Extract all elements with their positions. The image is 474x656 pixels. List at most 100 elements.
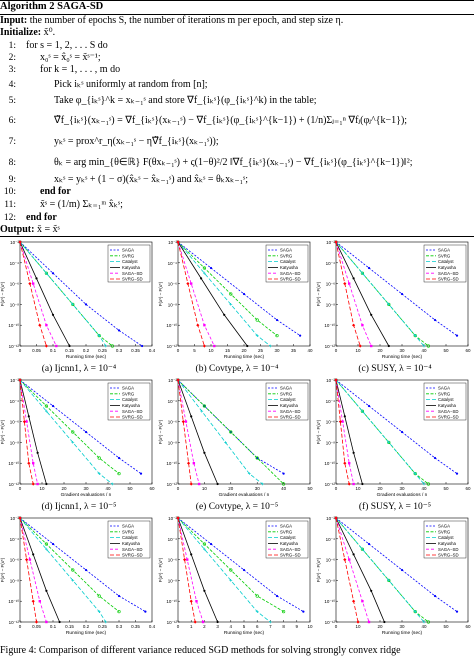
algorithm-line-1: 1: for s = 1, 2, . . . S do bbox=[0, 40, 108, 52]
data-point bbox=[242, 292, 246, 296]
line-text: Take φ_{iₖˢ}^k = xₖ₋₁ˢ and store ∇f_{iₖˢ… bbox=[54, 95, 317, 106]
chart-panel: 10⁻² 10⁻⁴ 10⁻⁶ 10⁻⁸ 10⁻¹⁰ 10⁻¹² 0 10 20 30 40 50 60 G… bbox=[316, 376, 474, 514]
series-line-katyusha bbox=[177, 517, 218, 623]
x-tick-label: 0.05 bbox=[32, 348, 41, 353]
series-line-catalyst bbox=[177, 517, 271, 623]
data-point bbox=[282, 472, 285, 475]
data-point bbox=[31, 482, 35, 486]
legend-label: SAGA−SD bbox=[122, 409, 142, 414]
y-tick-label: 10⁻⁶ bbox=[326, 558, 335, 563]
x-tick-label: 40 bbox=[421, 486, 427, 491]
chart-svg: 10⁻² 10⁻⁴ 10⁻⁶ 10⁻⁸ 10⁻¹⁰ 10⁻¹²0 10 20 30 40 50 60 R… bbox=[316, 240, 471, 360]
series-line-svrg-sd bbox=[19, 379, 34, 485]
data-point bbox=[202, 542, 207, 546]
data-point bbox=[18, 240, 22, 244]
line-text: end for bbox=[26, 212, 57, 223]
algorithm-bottom-rule bbox=[0, 236, 474, 237]
data-point bbox=[176, 516, 180, 520]
legend-label: SVRG−SD bbox=[122, 415, 143, 420]
data-point bbox=[334, 378, 338, 382]
data-point bbox=[190, 415, 193, 418]
chart-panel: 10⁻² 10⁻⁴ 10⁻⁶ 10⁻⁸ 10⁻¹⁰ 10⁻¹² 0 0.05 0.1 0.15 0.… bbox=[0, 238, 158, 376]
data-point bbox=[25, 558, 29, 562]
x-tick-label: 4 bbox=[230, 624, 233, 629]
x-tick-label: 9 bbox=[296, 624, 299, 629]
data-point bbox=[281, 482, 286, 486]
x-tick-label: 10 bbox=[355, 486, 361, 491]
line-text: xₖˢ = yₖˢ + (1 − σ)(x̂ₖˢ − x̂ₖ₋₁ˢ) and x… bbox=[54, 174, 248, 185]
x-axis-label: Running time (sec) bbox=[382, 630, 423, 636]
y-axis-label: F(xˢ) − F(x*) bbox=[158, 557, 163, 582]
data-point bbox=[104, 344, 108, 348]
data-point bbox=[255, 456, 259, 460]
x-tick-label: 50 bbox=[127, 486, 133, 491]
data-point bbox=[352, 451, 355, 454]
data-point bbox=[38, 323, 42, 327]
data-point bbox=[35, 277, 38, 280]
data-point bbox=[356, 620, 360, 624]
subfigure-caption: (f) SUSY, λ = 10⁻⁵ bbox=[358, 502, 432, 512]
series-line-svrg bbox=[177, 241, 278, 336]
legend-label: SAGA−SD bbox=[280, 409, 300, 414]
data-point bbox=[269, 620, 272, 624]
data-point bbox=[361, 547, 364, 551]
x-tick-label: 0 bbox=[19, 486, 22, 491]
data-point bbox=[213, 344, 216, 348]
data-point bbox=[275, 333, 279, 338]
line-text: x̃ˢ = (1/m) Σₖ₌₁ᵐ x̂ₖˢ; bbox=[40, 199, 123, 210]
x-tick-label: 0 bbox=[177, 486, 180, 491]
input-label: Input: bbox=[0, 15, 28, 26]
plot-frame bbox=[177, 379, 311, 485]
data-point bbox=[202, 344, 206, 348]
data-point bbox=[71, 568, 75, 572]
x-tick-label: 10 bbox=[355, 624, 361, 629]
subfigure-caption: (c) SUSY, λ = 10⁻⁴ bbox=[358, 364, 432, 374]
series-line-svrg bbox=[19, 379, 120, 474]
series-line-katyusha bbox=[19, 517, 60, 623]
legend-label: Catalyst bbox=[438, 535, 454, 540]
series-line-catalyst bbox=[335, 517, 425, 623]
y-tick-label: 10⁻⁴ bbox=[168, 537, 177, 542]
data-point bbox=[229, 568, 233, 572]
x-tick-label: 60 bbox=[149, 486, 155, 491]
y-tick-label: 10⁻¹⁰ bbox=[166, 461, 177, 466]
legend-label: SAGA bbox=[438, 524, 450, 529]
x-tick-label: 10 bbox=[208, 348, 214, 353]
data-point bbox=[117, 329, 121, 332]
data-point bbox=[209, 266, 213, 270]
legend-label: Catalyst bbox=[438, 259, 454, 264]
legend-label: SVRG−SD bbox=[122, 277, 143, 282]
y-tick-label: 10⁻⁸ bbox=[168, 578, 177, 583]
x-tick-label: 35 bbox=[291, 348, 297, 353]
y-tick-label: 10⁻⁸ bbox=[10, 578, 19, 583]
data-point bbox=[229, 579, 233, 582]
data-point bbox=[203, 589, 206, 592]
algorithm-line-11: 11: x̃ˢ = (1/m) Σₖ₌₁ᵐ x̂ₖˢ; bbox=[0, 199, 123, 211]
y-tick-label: 10⁻⁴ bbox=[326, 399, 335, 404]
series-line-svrg-sd bbox=[19, 241, 47, 347]
data-point bbox=[44, 344, 48, 348]
y-tick-label: 10⁻⁶ bbox=[326, 282, 335, 287]
x-axis-label: Running time (sec) bbox=[382, 354, 423, 360]
x-tick-label: 20 bbox=[61, 486, 67, 491]
x-axis-label: Running time (sec) bbox=[224, 630, 265, 636]
legend-box bbox=[107, 244, 151, 283]
line-number: 3: bbox=[8, 65, 16, 75]
x-axis-label: Running time (sec) bbox=[224, 354, 265, 360]
x-tick-label: 50 bbox=[307, 486, 313, 491]
legend-label: SAGA−SD bbox=[438, 547, 458, 552]
data-point bbox=[201, 620, 205, 624]
x-tick-label: 10 bbox=[355, 348, 361, 353]
line-text: yₖˢ = prox^r_η(xₖ₋₁ˢ − η∇̃f_{iₖˢ}(xₖ₋₁ˢ)… bbox=[54, 136, 219, 147]
legend-label: SAGA bbox=[122, 248, 134, 253]
x-axis-label: Gradient evaluations / n bbox=[61, 492, 112, 498]
data-point bbox=[367, 542, 371, 546]
data-point bbox=[367, 266, 371, 270]
y-tick-label: 10⁻⁴ bbox=[168, 399, 177, 404]
x-tick-label: 20 bbox=[241, 348, 247, 353]
chart-svg: 10⁻² 10⁻⁴ 10⁻⁶ 10⁻⁸ 10⁻¹⁰ 10⁻¹²0 0.05 0.1 0.15 0.… bbox=[0, 516, 156, 636]
x-tick-label: 0.25 bbox=[98, 624, 107, 629]
data-point bbox=[32, 282, 35, 285]
data-point bbox=[255, 334, 259, 337]
data-point bbox=[242, 568, 246, 572]
